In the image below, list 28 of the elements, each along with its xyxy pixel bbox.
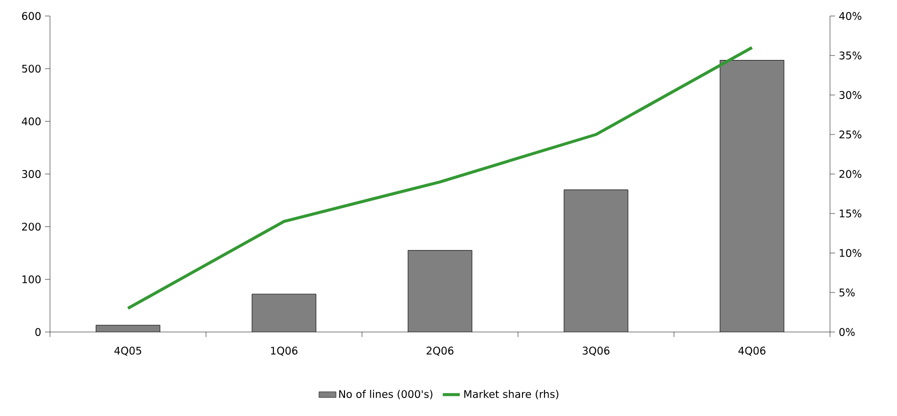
bar bbox=[720, 60, 784, 332]
x-tick-label: 3Q06 bbox=[582, 346, 610, 356]
y2-tick-label: 20% bbox=[839, 170, 862, 178]
line-series bbox=[126, 46, 754, 310]
y-tick-label: 300 bbox=[22, 170, 41, 178]
y-tick-label: 600 bbox=[22, 12, 41, 20]
y2-tick-label: 35% bbox=[839, 52, 862, 60]
bar bbox=[564, 190, 628, 332]
y-tick-label: 500 bbox=[22, 64, 41, 73]
y2-tick-label: 30% bbox=[839, 91, 862, 99]
y2-tick-label: 25% bbox=[839, 130, 862, 138]
y2-tick-label: 5% bbox=[840, 288, 855, 296]
y-tick-label: 400 bbox=[22, 117, 41, 126]
x-tick-label: 1Q06 bbox=[271, 346, 298, 356]
bar bbox=[408, 250, 472, 332]
y-tick-label: 0 bbox=[35, 328, 41, 336]
y2-tick-label: 0% bbox=[839, 328, 855, 336]
x-tick-label: 4Q06 bbox=[738, 346, 766, 356]
x-tick-label: 2Q06 bbox=[426, 346, 454, 356]
y2-tick-label: 15% bbox=[840, 210, 862, 218]
y-tick-label: 200 bbox=[22, 222, 41, 231]
x-tick-label: 4Q05 bbox=[114, 346, 142, 356]
y-tick-label: 100 bbox=[22, 275, 41, 284]
y2-tick-label: 40% bbox=[839, 12, 862, 20]
y2-tick-label: 10% bbox=[840, 249, 862, 257]
legend-label: Market share (rhs) bbox=[464, 390, 558, 400]
bar bbox=[252, 294, 316, 332]
legend-label: No of lines (000's) bbox=[339, 390, 432, 400]
